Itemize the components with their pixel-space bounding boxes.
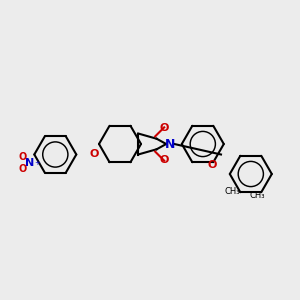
Text: N: N — [25, 158, 34, 169]
Text: O: O — [18, 152, 26, 163]
Text: O: O — [160, 123, 169, 133]
Text: CH₃: CH₃ — [225, 188, 240, 196]
Text: O: O — [18, 164, 26, 175]
Text: O: O — [207, 160, 217, 170]
Text: N: N — [165, 137, 175, 151]
Text: O: O — [160, 155, 169, 165]
Text: O: O — [90, 149, 99, 160]
Text: CH₃: CH₃ — [249, 190, 265, 200]
Text: +: + — [34, 160, 40, 166]
